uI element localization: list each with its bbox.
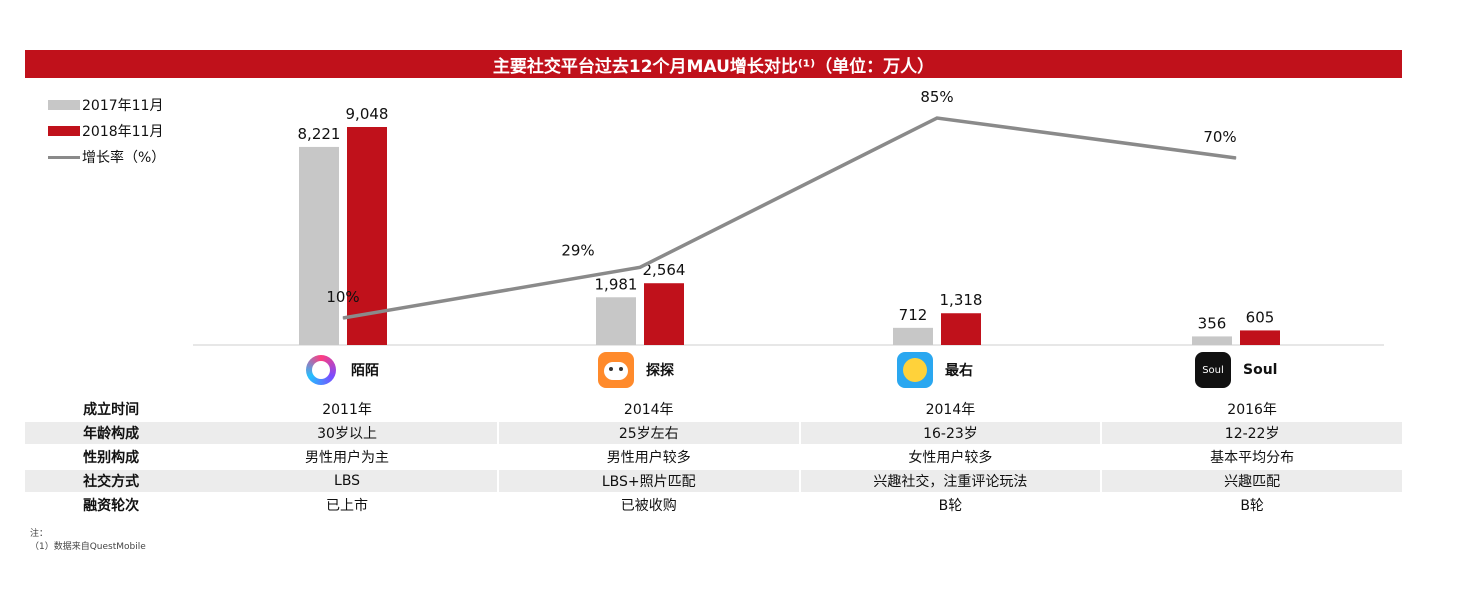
- cell-gap: [1100, 398, 1103, 422]
- table-cell: 30岁以上: [197, 421, 497, 446]
- table-cell: 女性用户较多: [800, 445, 1101, 470]
- bar-2018: [644, 283, 684, 345]
- cell-gap: [798, 469, 801, 494]
- table-cell: 已被收购: [498, 493, 799, 518]
- legend-item-2017: 2017年11月: [48, 92, 165, 118]
- table-cell: 男性用户为主: [197, 445, 497, 470]
- footnote-heading: 注：: [30, 529, 49, 539]
- legend-label-2018: 2018年11月: [82, 124, 164, 140]
- growth-value-label: 85%: [920, 88, 953, 106]
- app-name: Soul: [1243, 362, 1278, 378]
- row-label: 成立时间: [25, 398, 198, 422]
- table-cell: LBS+照片匹配: [498, 469, 799, 494]
- cell-gap: [496, 398, 499, 422]
- table-cell: B轮: [1102, 493, 1402, 518]
- legend-swatch-2017: [48, 100, 80, 110]
- bar-2018: [941, 313, 981, 345]
- growth-point: [1235, 157, 1237, 159]
- growth-rate-line: [342, 116, 1237, 320]
- table-row: 年龄构成 30岁以上 25岁左右 16-23岁 12-22岁: [25, 421, 1402, 446]
- cell-gap: [798, 493, 801, 518]
- table-cell: 基本平均分布: [1102, 445, 1402, 470]
- bar-2017: [596, 297, 636, 345]
- app-name: 陌陌: [351, 363, 379, 379]
- table-cell: B轮: [800, 493, 1101, 518]
- app-name: 探探: [646, 363, 674, 379]
- bar-value-label: 1,318: [940, 291, 983, 309]
- bar-2018: [347, 127, 387, 345]
- table-cell: 2014年: [800, 398, 1101, 422]
- chart-legend: 2017年11月 2018年11月 增长率（%）: [48, 92, 165, 170]
- app-label-zuiyou: 最右: [897, 352, 973, 388]
- bar-2017: [1192, 336, 1232, 345]
- app-label-momo: 陌陌: [303, 352, 379, 388]
- cell-gap: [798, 445, 801, 470]
- app-label-tantan: 探探: [598, 352, 674, 388]
- table-row: 性别构成 男性用户为主 男性用户较多 女性用户较多 基本平均分布: [25, 445, 1402, 470]
- cell-gap: [496, 469, 499, 494]
- bar-value-label: 356: [1198, 314, 1227, 332]
- cell-gap: [1100, 421, 1103, 446]
- legend-label-2017: 2017年11月: [82, 98, 164, 114]
- cell-gap: [798, 398, 801, 422]
- legend-item-growth: 增长率（%）: [48, 144, 165, 170]
- table-cell: 2011年: [197, 398, 497, 422]
- growth-point: [342, 317, 344, 319]
- table-cell: 16-23岁: [800, 421, 1101, 446]
- table-row: 社交方式 LBS LBS+照片匹配 兴趣社交，注重评论玩法 兴趣匹配: [25, 469, 1402, 494]
- table-row: 成立时间 2011年 2014年 2014年 2016年: [25, 398, 1402, 422]
- footnote: 注： （1）数据来自QuestMobile: [30, 528, 146, 554]
- table-cell: 男性用户较多: [498, 445, 799, 470]
- zuiyou-icon: [897, 352, 933, 388]
- bar-value-label: 712: [899, 306, 928, 324]
- cell-gap: [1100, 493, 1103, 518]
- cell-gap: [496, 493, 499, 518]
- table-cell: 2014年: [498, 398, 799, 422]
- table-row: 融资轮次 已上市 已被收购 B轮 B轮: [25, 493, 1402, 518]
- table-cell: 12-22岁: [1102, 421, 1402, 446]
- bar-value-label: 9,048: [346, 105, 389, 123]
- table-cell: LBS: [197, 469, 497, 494]
- app-name: 最右: [945, 363, 973, 379]
- chart-title-bar: 主要社交平台过去12个月MAU增长对比⁽¹⁾（单位：万人）: [25, 50, 1402, 78]
- bar-2017: [299, 146, 339, 345]
- bar-value-label: 605: [1246, 308, 1275, 326]
- growth-value-label: 70%: [1203, 128, 1236, 146]
- cell-gap: [1100, 469, 1103, 494]
- row-label: 融资轮次: [25, 493, 198, 518]
- cell-gap: [496, 421, 499, 446]
- comparison-table: 成立时间 2011年 2014年 2014年 2016年 年龄构成 30岁以上 25岁左右 16…: [25, 398, 1402, 518]
- legend-swatch-2018: [48, 126, 80, 136]
- legend-item-2018: 2018年11月: [48, 118, 165, 144]
- app-label-soul: Soul Soul: [1195, 352, 1277, 388]
- row-label: 性别构成: [25, 445, 198, 470]
- bar-value-label: 8,221: [298, 125, 341, 143]
- cell-gap: [496, 445, 499, 470]
- chart-title: 主要社交平台过去12个月MAU增长对比⁽¹⁾（单位：万人）: [492, 56, 935, 77]
- growth-point: [936, 117, 938, 119]
- bar-2017: [893, 327, 933, 345]
- table-cell: 兴趣社交，注重评论玩法: [800, 469, 1101, 494]
- table-cell: 25岁左右: [498, 421, 799, 446]
- tantan-icon: [598, 352, 634, 388]
- cell-gap: [798, 421, 801, 446]
- growth-value-label: 10%: [326, 288, 359, 306]
- soul-icon: Soul: [1195, 352, 1231, 388]
- footnote-source: （1）数据来自QuestMobile: [30, 542, 146, 552]
- momo-icon: [303, 352, 339, 388]
- bar-2018: [1240, 330, 1280, 345]
- growth-point: [639, 266, 641, 268]
- bar-line-chart: 8,221 1,981 712 356 9,048 2,564 1,318 605 10% 29%…: [193, 88, 1384, 346]
- bar-value-label: 1,981: [595, 275, 638, 293]
- cell-gap: [1100, 445, 1103, 470]
- growth-value-label: 29%: [561, 241, 594, 259]
- legend-label-growth: 增长率（%）: [82, 150, 166, 166]
- legend-swatch-growth: [48, 155, 80, 159]
- row-label: 社交方式: [25, 469, 198, 494]
- bar-value-label: 2,564: [643, 261, 686, 279]
- row-label: 年龄构成: [25, 421, 198, 446]
- table-cell: 2016年: [1102, 398, 1402, 422]
- table-cell: 兴趣匹配: [1102, 469, 1402, 494]
- table-cell: 已上市: [197, 493, 497, 518]
